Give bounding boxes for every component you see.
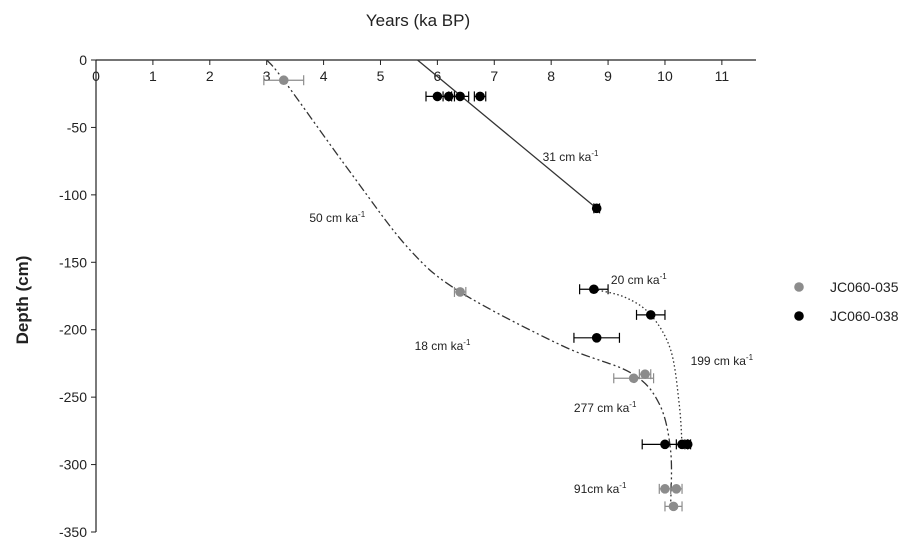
x-tick-label: 11 bbox=[715, 68, 730, 84]
data-point bbox=[278, 75, 289, 86]
data-point bbox=[668, 501, 679, 512]
data-point bbox=[591, 333, 602, 343]
x-tick-label: 7 bbox=[490, 68, 498, 84]
chart-title: Years (ka BP) bbox=[366, 11, 470, 30]
data-point bbox=[432, 91, 443, 102]
rate-annotation: 277 cm ka-1 bbox=[574, 400, 637, 415]
data-point bbox=[589, 284, 599, 295]
legend: JC060-035 JC060-038 bbox=[794, 279, 899, 324]
data-point bbox=[591, 203, 602, 214]
data-point bbox=[640, 369, 650, 380]
legend-label: JC060-035 bbox=[830, 279, 899, 295]
x-tick-label: 1 bbox=[149, 68, 157, 84]
rate-annotation: 50 cm ka-1 bbox=[309, 210, 365, 225]
data-point bbox=[682, 439, 693, 450]
data-point bbox=[455, 91, 465, 102]
x-tick-label: 2 bbox=[206, 68, 214, 84]
data-point bbox=[475, 91, 485, 102]
x-tick-label: 9 bbox=[604, 68, 612, 84]
legend-marker bbox=[794, 311, 804, 321]
y-tick-label: -50 bbox=[67, 119, 87, 135]
y-tick-label: -350 bbox=[59, 524, 87, 538]
legend-label: JC060-038 bbox=[830, 308, 899, 324]
rate-annotation: 91cm ka-1 bbox=[574, 481, 627, 496]
trend-line bbox=[266, 59, 673, 507]
x-tick-label: 0 bbox=[92, 68, 100, 84]
y-tick-label: -300 bbox=[59, 457, 87, 473]
data-point bbox=[628, 373, 639, 384]
data-point bbox=[671, 484, 682, 494]
legend-marker bbox=[794, 282, 804, 292]
data-point bbox=[660, 484, 670, 494]
rate-annotation: 199 cm ka-1 bbox=[691, 353, 754, 368]
data-point bbox=[660, 439, 670, 450]
trend-line bbox=[417, 59, 598, 209]
x-tick-label: 5 bbox=[377, 68, 385, 84]
y-axis-label: Depth (cm) bbox=[13, 256, 32, 345]
rate-annotation: 18 cm ka-1 bbox=[415, 338, 471, 353]
x-tick-label: 8 bbox=[547, 68, 555, 84]
x-tick-label: 10 bbox=[657, 68, 673, 84]
x-tick-label: 3 bbox=[263, 68, 271, 84]
data-point bbox=[455, 287, 465, 297]
rate-annotation: 20 cm ka-1 bbox=[611, 272, 667, 287]
y-tick-label: -200 bbox=[59, 322, 87, 338]
rate-annotation: 31 cm ka-1 bbox=[543, 149, 599, 164]
y-tick-label: 0 bbox=[79, 52, 87, 68]
y-tick-label: -100 bbox=[59, 187, 87, 203]
trend-line bbox=[593, 288, 683, 445]
x-tick-label: 4 bbox=[320, 68, 328, 84]
data-point bbox=[645, 310, 656, 320]
plot-area: 0 1 2 3 4 5 6 7 8 9 10 110-50-100-150-200-250-300-3… bbox=[59, 52, 756, 538]
y-tick-label: -250 bbox=[59, 389, 87, 405]
y-tick-label: -150 bbox=[59, 254, 87, 270]
